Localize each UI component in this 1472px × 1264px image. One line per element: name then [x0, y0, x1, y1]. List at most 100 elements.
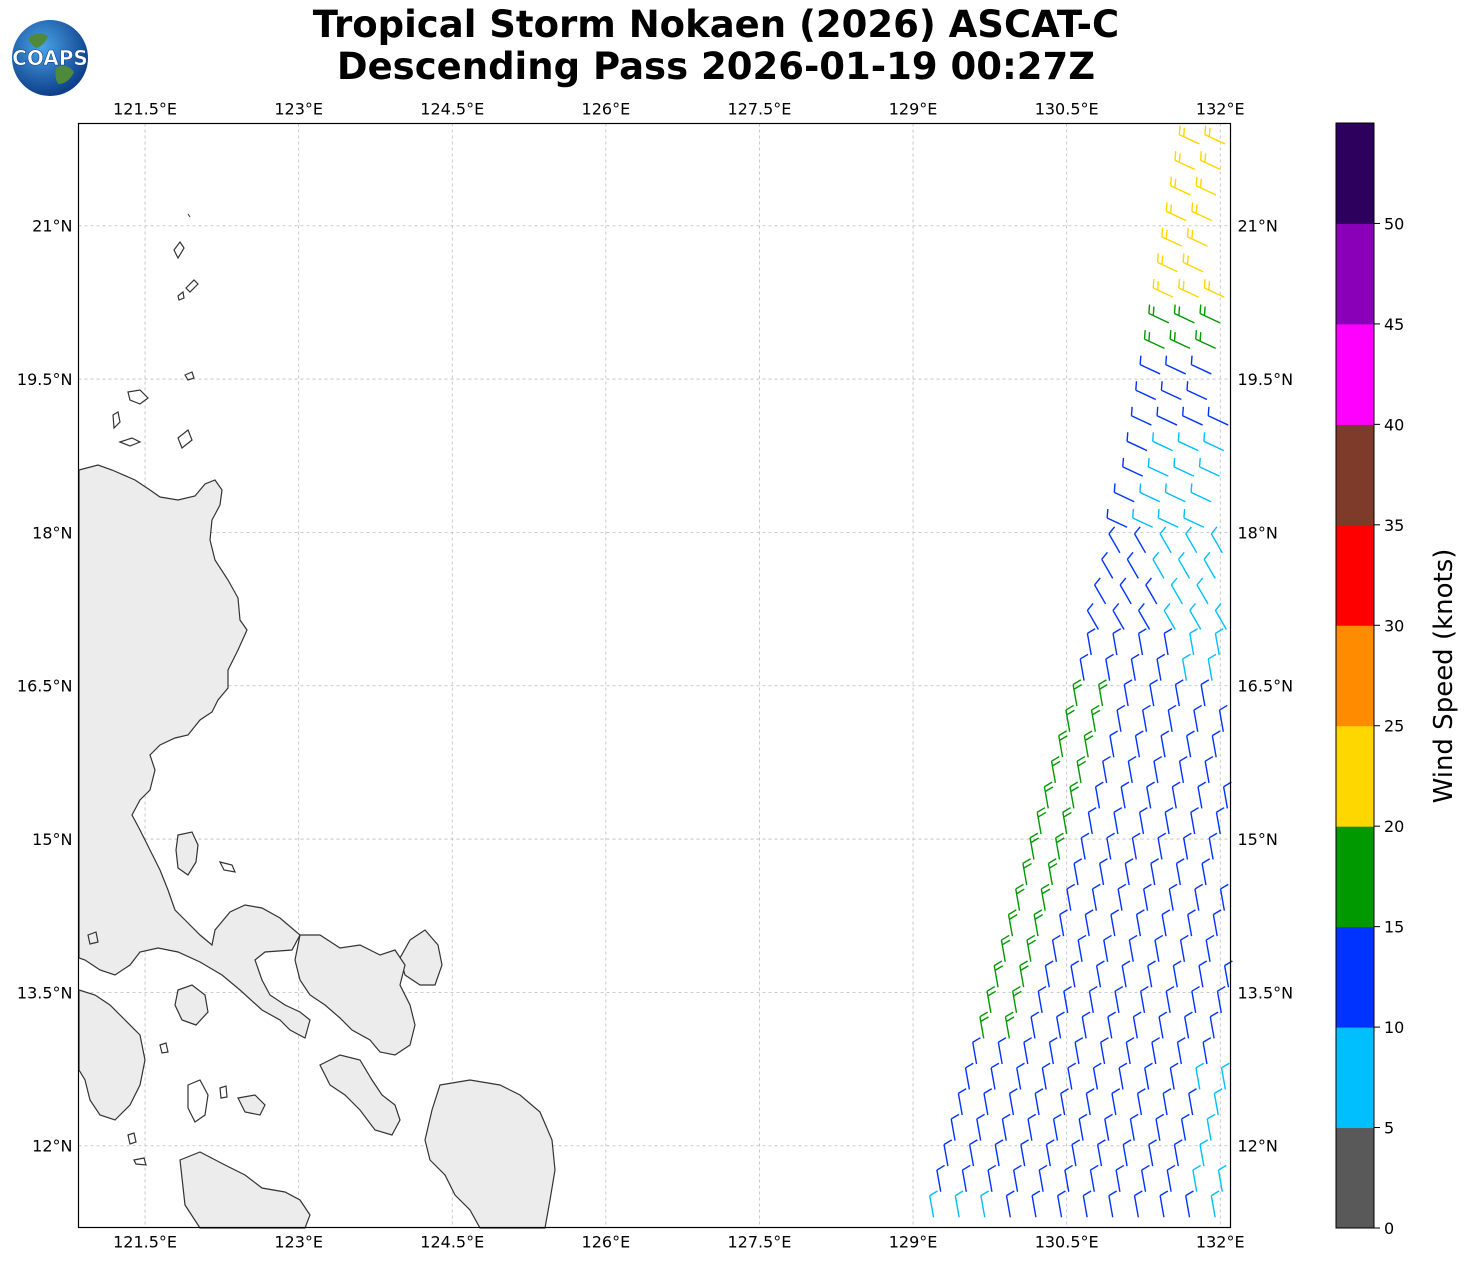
wind-barb — [1213, 1088, 1223, 1116]
marinduque-island — [174, 984, 209, 1026]
wind-barb — [1168, 883, 1178, 911]
map-frame — [77, 122, 1232, 1229]
wind-barb — [1120, 781, 1130, 809]
wind-barb — [957, 1088, 967, 1116]
dalupiri-island — [184, 371, 195, 381]
wind-barb — [1114, 985, 1124, 1013]
lon-tick-bottom: 126°E — [582, 1233, 631, 1252]
panay-island — [179, 1151, 311, 1229]
wind-barb — [1037, 985, 1047, 1013]
wind-barb — [972, 1037, 981, 1065]
wind-barb — [968, 1139, 978, 1167]
colorbar-tick-label: 50 — [1384, 214, 1404, 233]
wind-barb — [1132, 1011, 1142, 1039]
wind-barb — [1085, 1088, 1095, 1116]
wind-barb — [1195, 176, 1217, 196]
colorbar-swatch — [1336, 223, 1374, 325]
wind-barb — [1208, 832, 1218, 860]
wind-barb — [1210, 526, 1223, 554]
wind-barb — [1154, 934, 1164, 962]
wind-barb — [976, 1113, 985, 1141]
wind-barb — [1138, 807, 1148, 835]
wind-barb — [1130, 406, 1152, 426]
wind-barb — [1022, 858, 1032, 886]
luzon-island — [78, 464, 311, 1039]
wind-barb — [1045, 1139, 1055, 1167]
wind-barb — [1107, 1011, 1116, 1039]
samar-island — [424, 1079, 556, 1229]
wind-barb — [1125, 1037, 1135, 1065]
wind-barb — [1180, 1113, 1190, 1141]
wind-barb — [961, 1164, 971, 1192]
calayan-island — [118, 437, 142, 447]
wind-barb — [1184, 1011, 1193, 1039]
wind-barb — [1103, 934, 1112, 962]
wind-barb — [1183, 508, 1205, 528]
wind-barb — [1015, 883, 1025, 911]
wind-barb — [1202, 1037, 1212, 1065]
lon-tick-top: 126°E — [582, 100, 631, 119]
wind-barb — [1182, 253, 1204, 273]
colorbar-swatch — [1336, 826, 1374, 928]
wind-barb — [1173, 457, 1195, 477]
fuga-island — [112, 411, 121, 430]
wind-barb — [1216, 985, 1226, 1013]
colorbar-swatch — [1336, 323, 1374, 425]
wind-barb — [936, 1164, 945, 1192]
lon-tick-top: 123°E — [274, 100, 323, 119]
wind-barb — [1207, 653, 1217, 681]
map-panel: 121.5°E 123°E 124.5°E 126°E 127.5°E 129°E 130.… — [17, 100, 1293, 1252]
wind-barb — [1033, 909, 1044, 937]
wind-barb — [1135, 909, 1145, 937]
wind-barb — [1215, 807, 1225, 835]
small-islet-5 — [127, 1132, 137, 1145]
wind-barb — [1204, 755, 1214, 783]
wind-barb — [1152, 432, 1173, 452]
wind-barb — [1051, 934, 1061, 962]
wind-barb — [994, 1139, 1004, 1167]
wind-barb — [1043, 781, 1054, 809]
wind-barb — [943, 1139, 953, 1167]
wind-barb — [1059, 909, 1068, 937]
wind-barb — [1074, 1037, 1084, 1065]
wind-barb — [1096, 1139, 1106, 1167]
wind-barb — [1124, 858, 1134, 886]
yami-island — [187, 213, 191, 218]
wind-barb — [1146, 781, 1155, 809]
lon-tick-bottom: 127.5°E — [727, 1233, 791, 1252]
wind-barb — [1178, 125, 1200, 145]
wind-barb — [1143, 330, 1165, 350]
wind-barb — [1190, 355, 1212, 375]
wind-barb — [1151, 1037, 1161, 1065]
wind-barb — [1135, 381, 1157, 401]
wind-barb — [1212, 909, 1222, 937]
wind-barb — [1088, 985, 1098, 1013]
wind-barb — [1071, 1139, 1081, 1167]
wind-barb — [1195, 1062, 1205, 1090]
wind-barb — [1198, 457, 1220, 477]
wind-barb — [1166, 1164, 1176, 1192]
wind-barb — [1176, 1037, 1186, 1065]
wind-barb — [1086, 628, 1096, 656]
wind-barb — [1106, 832, 1115, 860]
title-line-1: Tropical Storm Nokaen (2026) ASCAT-C — [312, 3, 1120, 46]
lon-tick-top: 132°E — [1196, 100, 1245, 119]
wind-barb — [1073, 858, 1083, 886]
wind-barb — [929, 1190, 938, 1218]
lon-tick-bottom: 121.5°E — [113, 1233, 177, 1252]
wind-barb — [1171, 781, 1181, 809]
wind-barb — [1164, 483, 1186, 503]
wind-barb — [1161, 909, 1171, 937]
wind-barb — [1165, 355, 1186, 375]
wind-barb — [1190, 807, 1199, 835]
wind-barb — [1119, 577, 1132, 605]
bicol-peninsula — [294, 934, 416, 1056]
colorbar-tick-label: 30 — [1384, 616, 1404, 635]
wind-barb — [1112, 628, 1122, 656]
lat-tick-left: 12°N — [32, 1137, 72, 1156]
wind-barb — [1139, 483, 1161, 503]
wind-barb — [1094, 781, 1104, 809]
wind-barb — [1091, 883, 1101, 911]
wind-barb — [1203, 278, 1225, 298]
wind-barb — [950, 1113, 960, 1141]
